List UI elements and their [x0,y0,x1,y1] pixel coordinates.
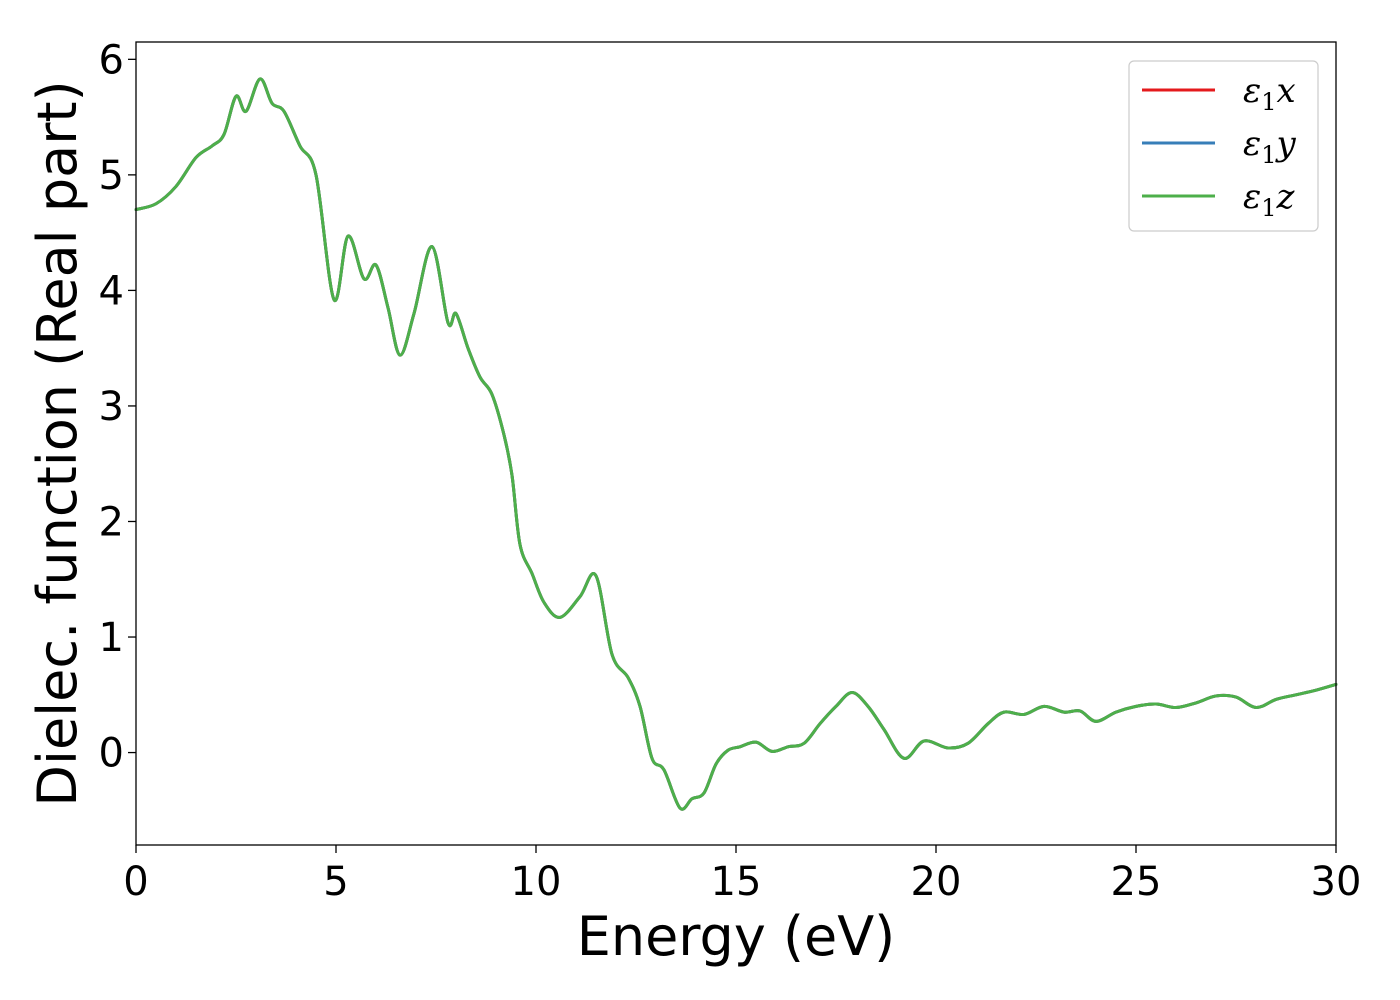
x-tick-label: 5 [323,859,348,905]
y-tick-label: 2 [99,499,124,545]
series-line-3 [134,77,1338,811]
legend-label-1: ε1x [1243,71,1296,116]
x-tick-label: 0 [123,859,148,905]
x-tick-label: 25 [1111,859,1162,905]
x-tick-label: 20 [911,859,962,905]
legend: ε1x ε1y ε1z [1128,60,1319,232]
y-tick-label: 1 [99,615,124,661]
x-tick-label: 30 [1311,859,1362,905]
y-tick-label: 5 [99,153,124,199]
x-axis-label: Energy (eV) [577,905,896,968]
series-layer [134,77,1338,811]
x-tick-label: 15 [711,859,762,905]
legend-label-2: ε1y [1243,124,1297,169]
legend-box [1128,60,1319,232]
y-tick-label: 3 [99,384,124,430]
y-tick-label: 6 [99,37,124,83]
y-tick-label: 4 [99,268,124,314]
legend-label-3: ε1z [1243,177,1296,222]
x-tick-label: 10 [511,859,562,905]
ticks-layer: 0 5 10 15 20 25 30 0 1 2 3 4 5 6 [99,37,1362,905]
y-tick-label: 0 [99,731,124,777]
y-axis-label: Dielec. function (Real part) [26,80,89,806]
